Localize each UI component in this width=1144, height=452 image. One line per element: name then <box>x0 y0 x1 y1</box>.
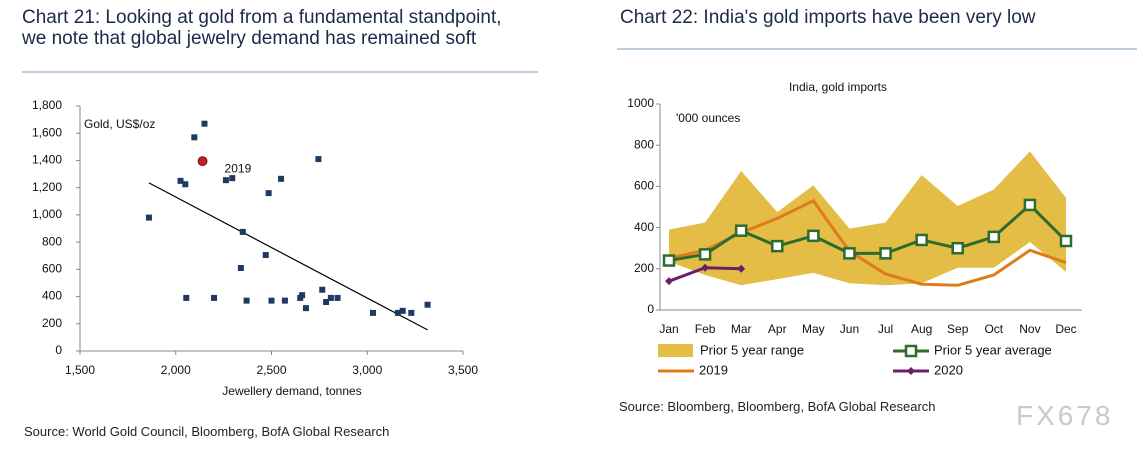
annotation: 2019 <box>225 161 252 175</box>
x-tick-label: Dec <box>1055 322 1076 336</box>
marker <box>879 247 892 260</box>
y-tick-label: 200 <box>42 316 62 330</box>
point <box>239 228 246 235</box>
x-tick-label: Nov <box>1019 322 1040 336</box>
y-tick-label: 800 <box>634 137 654 151</box>
legend-swatch <box>658 344 693 357</box>
x-tick-label: 3,500 <box>448 363 478 377</box>
point <box>237 264 244 271</box>
x-tick-label: May <box>802 322 825 336</box>
trend-line <box>148 182 428 331</box>
x-tick-label: Mar <box>731 322 752 336</box>
axis-label: Gold, US$/oz <box>84 117 155 131</box>
point <box>323 299 330 305</box>
y-tick-label: 1,800 <box>32 98 62 112</box>
range-area <box>669 151 1066 286</box>
source: Source: World Gold Council, Bloomberg, B… <box>24 424 390 439</box>
x-tick-label: Jun <box>840 322 859 336</box>
source: Source: Bloomberg, Bloomberg, BofA Globa… <box>619 399 936 414</box>
marker <box>843 247 856 260</box>
point <box>302 305 309 312</box>
marker <box>698 248 712 261</box>
marker <box>734 224 748 237</box>
x-tick-label: Feb <box>695 322 716 336</box>
y-tick-label: 0 <box>55 343 62 357</box>
y-tick-label: 200 <box>634 261 654 275</box>
marker <box>1059 234 1073 248</box>
x-tick-label: 2,500 <box>256 363 286 377</box>
marker <box>987 230 1001 244</box>
y-tick-label: 1,400 <box>32 153 62 167</box>
y-tick-label: 1000 <box>627 96 654 110</box>
axis-label: '000 ounces <box>676 111 740 125</box>
point <box>211 294 218 301</box>
y-tick-label: 600 <box>42 262 62 276</box>
chart-title: Chart 21: Looking at gold from a fundame… <box>22 7 502 49</box>
point <box>399 307 406 314</box>
x-tick-label: Oct <box>984 322 1003 336</box>
point <box>201 120 208 127</box>
point <box>145 214 152 221</box>
point <box>229 175 236 182</box>
marker <box>665 277 673 286</box>
legend-label: 2020 <box>934 362 963 377</box>
highlight-point <box>197 156 208 167</box>
point <box>408 309 415 316</box>
point <box>182 181 189 188</box>
y-tick-label: 1,000 <box>32 207 62 221</box>
x-tick-label: Sep <box>947 322 969 336</box>
y-tick-label: 400 <box>42 289 62 303</box>
legend-marker <box>907 367 915 375</box>
point <box>268 297 275 304</box>
x-tick-label: Jul <box>878 322 893 336</box>
subtitle: India, gold imports <box>789 80 887 94</box>
legend-label: 2019 <box>699 362 728 377</box>
point <box>191 134 198 141</box>
y-tick-label: 800 <box>42 234 62 248</box>
marker <box>915 233 928 247</box>
marker <box>737 264 746 273</box>
point <box>369 309 376 316</box>
x-tick-label: 3,000 <box>352 363 382 377</box>
point <box>265 190 272 197</box>
point <box>243 297 250 304</box>
legend-label: Prior 5 year range <box>700 342 804 357</box>
marker <box>951 241 964 255</box>
y-tick-label: 400 <box>634 220 654 234</box>
point <box>334 294 341 301</box>
point <box>315 156 322 163</box>
x-tick-label: Apr <box>768 322 787 336</box>
marker <box>701 263 710 272</box>
point <box>222 177 229 184</box>
y-tick-label: 1,600 <box>32 125 62 139</box>
y-tick-label: 0 <box>647 302 654 316</box>
point <box>262 252 269 259</box>
point <box>183 294 190 301</box>
legend-label: Prior 5 year average <box>934 342 1052 357</box>
point <box>394 309 401 316</box>
x-tick-label: 1,500 <box>65 363 95 377</box>
legend-marker <box>904 344 918 358</box>
marker <box>662 254 676 267</box>
marker <box>1023 198 1037 212</box>
x-tick-label: Aug <box>911 322 932 336</box>
y-tick-label: 1,200 <box>32 180 62 194</box>
marker <box>807 229 820 243</box>
point <box>319 286 326 293</box>
chart-title: Chart 22: India's gold imports have been… <box>620 7 1036 28</box>
point <box>424 301 431 308</box>
point <box>281 297 288 304</box>
x-tick-label: Jan <box>659 322 678 336</box>
marker <box>771 239 784 253</box>
point <box>327 294 334 301</box>
axis-label: Jewellery demand, tonnes <box>222 384 361 398</box>
x-tick-label: 2,000 <box>161 363 191 377</box>
point <box>278 175 285 182</box>
point <box>299 292 306 299</box>
y-tick-label: 600 <box>634 179 654 193</box>
point <box>177 177 184 184</box>
watermark: FX678 <box>1016 400 1114 431</box>
